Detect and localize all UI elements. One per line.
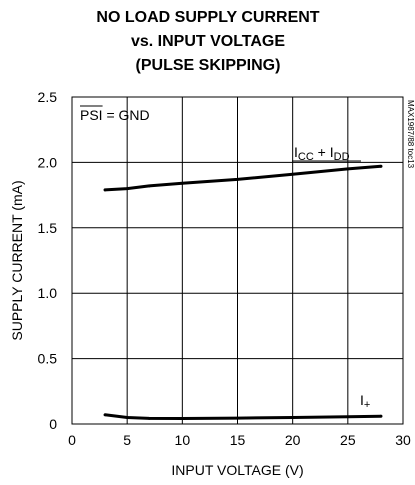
condition-value: = GND (103, 107, 150, 123)
x-tick-label: 0 (68, 432, 76, 448)
series-point-1 (103, 413, 107, 417)
x-tick-label: 10 (175, 432, 191, 448)
y-axis-ticks: 0 0.5 1.0 1.5 2.0 2.5 (38, 89, 58, 432)
y-tick-label: 0 (49, 416, 57, 432)
series-line-0 (103, 164, 383, 192)
series-point-1 (379, 414, 383, 418)
series-point-1 (147, 416, 151, 420)
series-label-part: + (364, 399, 370, 411)
condition-annotation: PSI = GND (80, 105, 150, 123)
x-axis-label: INPUT VOLTAGE (V) (171, 462, 303, 478)
series-point-1 (236, 416, 239, 420)
plot-frame (71, 96, 404, 425)
series-line-1 (103, 413, 383, 420)
condition-label: PSI = GND (80, 107, 150, 123)
series-label-part: CC (298, 151, 314, 163)
series-point-0 (379, 164, 383, 168)
chart-title-line: vs. INPUT VOLTAGE (131, 33, 285, 50)
figure-code: MAX1987/88 toc13 (406, 100, 415, 169)
series-label-part: I (294, 144, 298, 160)
series-point-1 (291, 416, 295, 419)
series-point-1 (346, 415, 350, 419)
y-tick-label: 1.0 (38, 285, 58, 301)
series-point-0 (180, 181, 184, 185)
chart-title-line: NO LOAD SUPPLY CURRENT (96, 9, 319, 26)
chart-title: NO LOAD SUPPLY CURRENT vs. INPUT VOLTAGE (… (96, 9, 319, 74)
series-point-0 (147, 184, 151, 188)
y-tick-label: 1.5 (38, 220, 58, 236)
y-tick-label: 2.0 (38, 154, 58, 170)
x-axis-ticks: 0 5 10 15 20 25 30 (68, 432, 411, 448)
series-point-0 (346, 167, 350, 171)
series-point-0 (103, 188, 107, 192)
series-point-0 (236, 178, 239, 181)
chart-title-line: (PULSE SKIPPING) (136, 57, 281, 74)
series-label-part: DD (334, 151, 350, 163)
series-point-1 (180, 417, 184, 420)
condition-pin: PSI (80, 107, 103, 123)
y-axis-label: SUPPLY CURRENT (mA) (9, 180, 25, 340)
series-point-0 (291, 172, 295, 176)
y-tick-label: 2.5 (38, 89, 58, 105)
series-label-part: + I (314, 144, 334, 160)
series-label-0: ICC + IDD (294, 144, 350, 163)
y-tick-label: 0.5 (38, 351, 58, 367)
x-tick-label: 15 (230, 432, 246, 448)
grid (72, 97, 403, 424)
series-label-1: I+ (360, 392, 370, 411)
x-tick-label: 20 (285, 432, 301, 448)
series-point-1 (125, 416, 129, 419)
x-tick-label: 30 (395, 432, 411, 448)
series-label-part: I (360, 392, 364, 408)
x-tick-label: 5 (123, 432, 131, 448)
x-tick-label: 25 (340, 432, 356, 448)
series-point-0 (125, 187, 129, 190)
